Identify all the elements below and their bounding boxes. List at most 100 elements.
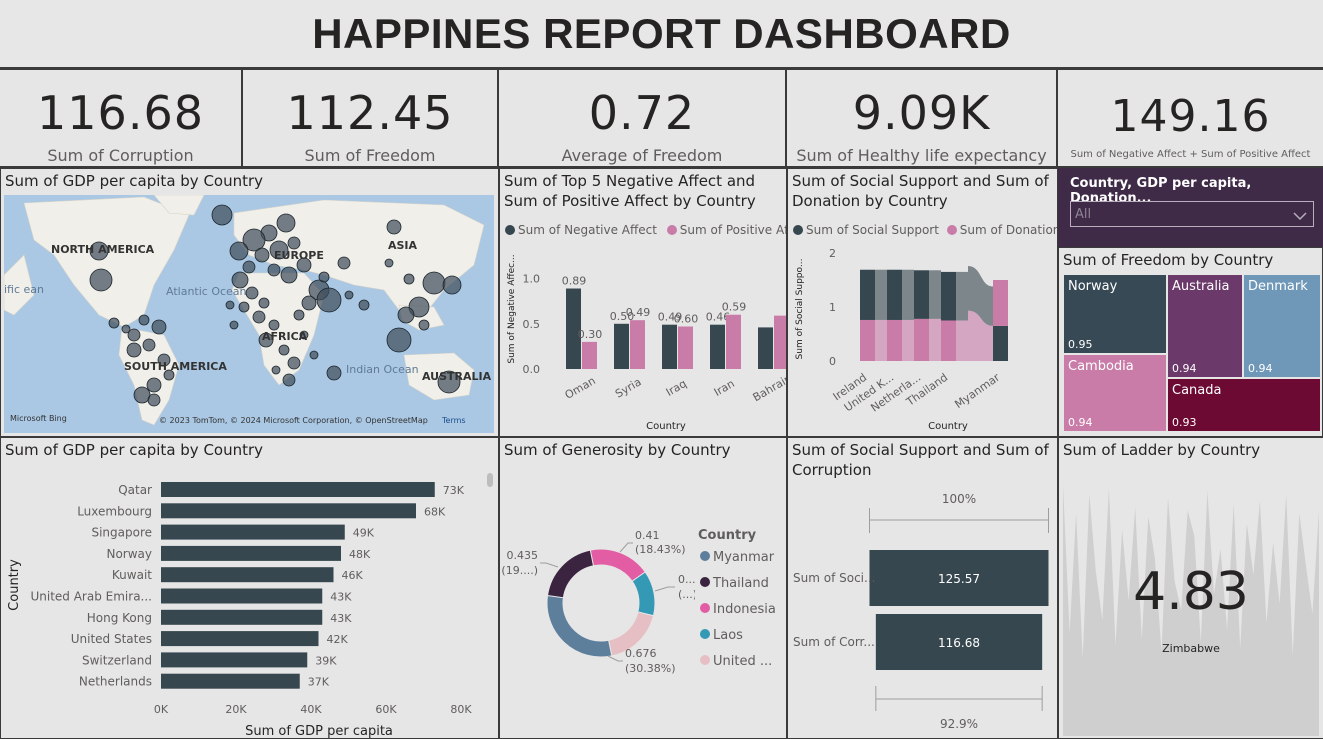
- freedom-treemap-tile[interactable]: Sum of Freedom by Country Norway 0.95 Aus…: [1058, 248, 1323, 437]
- affect-legend: Sum of Negative Affect Sum of Positive A…: [505, 223, 786, 237]
- gdp-bar: [161, 673, 300, 689]
- legend-item[interactable]: Sum of Positive Aff...: [666, 223, 786, 237]
- ribbon-bar-social-support: [887, 269, 902, 320]
- kpi-value: 149.16: [1110, 91, 1271, 142]
- bar-negative-affect: [662, 324, 677, 369]
- treemap-cell-denmark[interactable]: Denmark 0.94: [1243, 274, 1321, 378]
- support-donation-title: Sum of Social Support and Sum of Donatio…: [792, 172, 1049, 210]
- donut-data-label: (19....): [501, 564, 538, 577]
- funnel-label: Sum of Corr...: [793, 635, 875, 649]
- leader-line: [654, 586, 675, 592]
- support-donation-tile[interactable]: Sum of Social Support and Sum of Donatio…: [787, 168, 1058, 437]
- ladder-country: Zimbabwe: [1162, 642, 1220, 655]
- data-label: 0.59: [722, 301, 747, 314]
- ribbon-band: [956, 271, 968, 321]
- kpi-value: 112.45: [286, 86, 454, 140]
- data-label: 68K: [424, 505, 446, 518]
- country-slicer[interactable]: Country, GDP per capita, Donation... All: [1058, 168, 1323, 248]
- gdp-bar-chart[interactable]: Qatar 73K Luxembourg 68K Singapore 49K Norway 4…: [1, 463, 499, 739]
- legend-item[interactable]: Indonesia: [700, 602, 776, 628]
- x-tick-label: 40K: [300, 703, 322, 716]
- data-label: 73K: [443, 484, 465, 497]
- slicer-title: Country, GDP per capita, Donation...: [1070, 176, 1252, 206]
- ribbon-band: [875, 319, 887, 361]
- x-tick-label: 80K: [450, 703, 472, 716]
- data-label: 48K: [349, 548, 371, 561]
- map-title: Sum of GDP per capita by Country: [5, 172, 264, 190]
- legend-label: Myanmar: [713, 550, 775, 565]
- kpi-label: Sum of Negative Affect + Sum of Positive…: [1070, 149, 1311, 160]
- world-map[interactable]: NORTH AMERICA SOUTH AMERICA EUROPE AFRIC…: [4, 195, 494, 433]
- bar-positive-affect: [726, 314, 741, 369]
- world-map-svg: NORTH AMERICA SOUTH AMERICA EUROPE AFRIC…: [4, 195, 492, 426]
- kpi-label: Sum of Healthy life expectancy: [796, 146, 1047, 165]
- ribbon-bar-social-support: [993, 325, 1008, 361]
- x-tick-label: 60K: [375, 703, 397, 716]
- x-tick-label: 20K: [225, 703, 247, 716]
- data-label: 0.50: [610, 310, 635, 323]
- x-tick-label: Iraq: [664, 377, 689, 399]
- data-label: 0.89: [562, 275, 587, 288]
- kpi-value: 0.72: [588, 86, 696, 140]
- data-label: 0.60: [674, 312, 699, 325]
- affect-bar-chart[interactable]: 0.0 0.5 1.0 Sum of Negative Affec... 0.89 0.3…: [500, 239, 787, 437]
- treemap-cell-australia[interactable]: Australia 0.94: [1167, 274, 1243, 378]
- gdp-bar-tile[interactable]: Sum of GDP per capita by Country Qatar 73…: [0, 437, 499, 739]
- slicer-value: All: [1075, 207, 1092, 222]
- legend-item[interactable]: Sum of Social Support: [793, 223, 939, 237]
- gdp-bar: [161, 545, 341, 561]
- bar-negative-affect: [710, 324, 725, 369]
- map-label: AFRICA: [262, 330, 308, 343]
- treemap-title: Sum of Freedom by Country: [1063, 251, 1274, 269]
- support-corruption-tile[interactable]: Sum of Social Support and Sum of Corrupt…: [787, 437, 1058, 739]
- y-tick-label: Luxembourg: [77, 504, 152, 518]
- legend-item[interactable]: Myanmar: [700, 550, 776, 576]
- gdp-bar-title: Sum of GDP per capita by Country: [5, 441, 264, 459]
- bar-negative-affect: [614, 323, 629, 369]
- bar-positive-affect: [582, 341, 597, 369]
- donut-data-label: 0.41: [635, 529, 660, 542]
- ribbon-band: [929, 270, 941, 319]
- funnel-top-percent: 100%: [942, 492, 976, 506]
- treemap-cell-canada[interactable]: Canada 0.93: [1167, 378, 1321, 432]
- y-tick-label: Kuwait: [112, 568, 152, 582]
- legend-item[interactable]: Sum of Negative Affect: [505, 223, 657, 237]
- donut-legend: Myanmar Thailand Indonesia Laos United ...: [700, 550, 776, 680]
- treemap-cell-cambodia[interactable]: Cambodia 0.94: [1063, 354, 1167, 432]
- kpi-card-corruption[interactable]: 116.68 Sum of Corruption: [0, 70, 243, 168]
- x-axis-title: Sum of GDP per capita: [245, 724, 393, 739]
- gdp-bar: [161, 503, 416, 519]
- generosity-donut-tile[interactable]: Sum of Generosity by Country 0.41 (18.43%…: [499, 437, 787, 739]
- kpi-card-average-freedom[interactable]: 0.72 Average of Freedom: [499, 70, 787, 168]
- legend-item[interactable]: Laos: [700, 628, 776, 654]
- y-tick-label: 2: [829, 247, 836, 260]
- data-label: 0.46: [706, 311, 731, 324]
- ribbon-bar-donation: [914, 318, 929, 361]
- support-corruption-funnel[interactable]: 100% 125.57 Sum of Soci... 116.68 Sum of Cor…: [788, 483, 1058, 739]
- ladder-title: Sum of Ladder by Country: [1063, 441, 1261, 459]
- scrollbar-thumb[interactable]: [487, 473, 493, 487]
- y-tick-label: Switzerland: [82, 653, 152, 667]
- generosity-donut-chart[interactable]: 0.41(18.43%) 0.435 (19....) 0.... (...) 0.676…: [500, 463, 695, 739]
- data-label: 37K: [308, 676, 330, 689]
- slicer-dropdown[interactable]: All: [1070, 201, 1314, 227]
- legend-item[interactable]: Thailand: [700, 576, 776, 602]
- kpi-card-freedom[interactable]: 112.45 Sum of Freedom: [243, 70, 499, 168]
- legend-item[interactable]: United ...: [700, 654, 776, 680]
- ribbon-band: [956, 320, 968, 361]
- y-tick-label: Hong Kong: [87, 611, 152, 625]
- chevron-down-icon: [1293, 207, 1307, 226]
- y-tick-label: Netherlands: [79, 675, 152, 689]
- affect-chart-tile[interactable]: Sum of Top 5 Negative Affect and Sum of …: [499, 168, 787, 437]
- x-tick-label: Iran: [712, 377, 737, 399]
- legend-item[interactable]: Sum of Donation: [946, 223, 1057, 237]
- x-tick-label: Bahrain: [751, 372, 787, 405]
- map-terms-link[interactable]: Terms: [441, 416, 466, 425]
- ladder-tile[interactable]: Sum of Ladder by Country 4.83 Zimbabwe: [1058, 437, 1323, 739]
- treemap-cell-norway[interactable]: Norway 0.95: [1063, 274, 1167, 354]
- funnel-value: 125.57: [938, 572, 980, 586]
- kpi-card-affect-sum[interactable]: 149.16 Sum of Negative Affect + Sum of P…: [1058, 70, 1323, 168]
- kpi-card-healthy-life[interactable]: 9.09K Sum of Healthy life expectancy: [787, 70, 1058, 168]
- leader-line: [607, 655, 623, 662]
